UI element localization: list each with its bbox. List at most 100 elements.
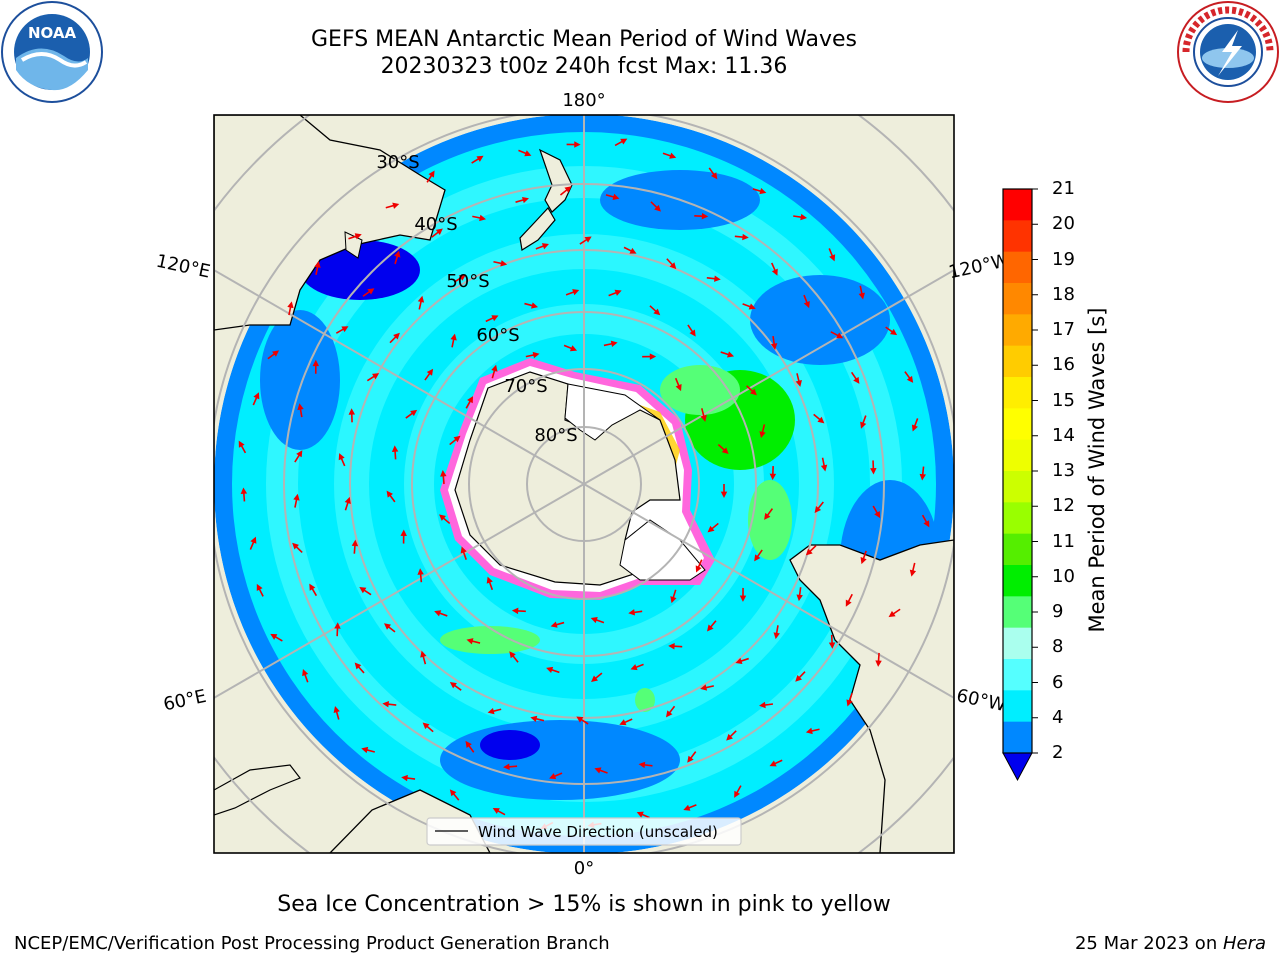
colorbar-band bbox=[1003, 596, 1032, 629]
wind-wave-arrow-head bbox=[250, 536, 257, 544]
colorbar-tick-label: 2 bbox=[1052, 742, 1064, 763]
new-zealand-land bbox=[538, 148, 573, 213]
wind-wave-arrow-head bbox=[909, 569, 917, 577]
credit-date: 25 Mar 2023 on bbox=[1074, 933, 1223, 954]
wind-wave-arrow-head bbox=[465, 740, 472, 748]
wind-wave-arrow-head bbox=[417, 568, 424, 575]
wind-wave-arrow-head bbox=[668, 642, 675, 650]
colorbar-band bbox=[1003, 189, 1032, 221]
colorbar-band bbox=[1003, 502, 1032, 535]
wind-wave-arrow-head bbox=[800, 213, 808, 221]
chart-subtitle: 20230323 t00z 240h fcst Max: 11.36 bbox=[380, 54, 788, 79]
wind-wave-arrow-head bbox=[707, 525, 715, 533]
wind-wave-arrow-head bbox=[435, 228, 443, 236]
wind-wave-arrow-head bbox=[549, 773, 557, 780]
colorbar bbox=[1002, 188, 1038, 782]
wind-wave-arrow-head bbox=[610, 340, 618, 348]
wind-wave-arrow-head bbox=[400, 529, 407, 536]
colorbar-band bbox=[1003, 627, 1032, 660]
colorbar-tick-label: 15 bbox=[1052, 389, 1075, 411]
wind-wave-arrow-head bbox=[272, 350, 280, 357]
wind-wave-arrow-head bbox=[874, 510, 881, 519]
colorbar-tick-label: 13 bbox=[1052, 460, 1075, 481]
wind-wave-arrow-head bbox=[386, 490, 393, 498]
wind-wave-arrow-head bbox=[574, 141, 581, 148]
wind-wave-arrow-head bbox=[759, 701, 766, 709]
colorbar-band bbox=[1003, 220, 1032, 253]
sea-ice-caption: Sea Ice Concentration > 15% is shown in … bbox=[277, 892, 891, 917]
lon-label-0: 0° bbox=[574, 858, 594, 879]
wind-wave-arrow-head bbox=[492, 808, 500, 814]
longitude-grid bbox=[214, 115, 954, 853]
wind-wave-arrow-head bbox=[550, 621, 558, 628]
wind-wave-arrow-head bbox=[670, 596, 677, 604]
credit-left: NCEP/EMC/Verification Post Processing Pr… bbox=[14, 933, 610, 954]
wind-wave-arrow-head bbox=[450, 333, 457, 341]
wind-wave-arrow-head bbox=[795, 674, 802, 682]
lat-label-70s: 70°S bbox=[504, 376, 547, 397]
colorbar-tick-label: 19 bbox=[1052, 248, 1075, 270]
wind-wave-arrow-head bbox=[795, 379, 802, 387]
wind-wave-arrow-head bbox=[393, 332, 400, 340]
colorbar-band bbox=[1003, 565, 1032, 597]
wind-wave-arrow-head bbox=[614, 289, 622, 296]
wind-wave-arrow-head bbox=[769, 760, 777, 767]
wind-wave-arrow-head bbox=[700, 684, 708, 691]
wind-wave-arrow-head bbox=[734, 790, 741, 798]
colorbar-tick-label: 21 bbox=[1052, 178, 1075, 199]
wind-wave-arrow-head bbox=[420, 650, 427, 658]
wind-wave-arrow-head bbox=[828, 642, 836, 649]
wind-wave-arrow-head bbox=[590, 616, 598, 624]
map-frame bbox=[213, 114, 955, 854]
wind-wave-arrow-head bbox=[541, 243, 549, 250]
wind-wave-arrow-head bbox=[836, 332, 844, 339]
wind-wave-arrow-head bbox=[524, 150, 532, 157]
colorbar-band bbox=[1003, 251, 1032, 284]
wind-wave-arrow-head bbox=[401, 774, 408, 782]
wind-wave-arrow-head bbox=[771, 268, 778, 276]
wind-wave-arrow-head bbox=[911, 424, 918, 432]
wind-wave-arrow-head bbox=[434, 610, 442, 617]
lon-label-180: 180° bbox=[562, 90, 605, 111]
colorbar-band bbox=[1003, 659, 1032, 691]
wind-wave-arrow-head bbox=[521, 196, 529, 204]
wind-wave-arrow-head bbox=[619, 719, 627, 726]
colorbar-band bbox=[1003, 283, 1032, 315]
wind-wave-arrow-head bbox=[759, 187, 767, 195]
wind-wave-arrow-head bbox=[256, 583, 263, 591]
wind-wave-arrow-head bbox=[287, 301, 294, 309]
wind-wave-arrow-head bbox=[453, 435, 461, 443]
wind-wave-arrow-head bbox=[620, 138, 628, 145]
wind-wave-arrow-head bbox=[309, 583, 316, 591]
lon-label-60e: 60°E bbox=[162, 686, 209, 716]
lat-label-40s: 40°S bbox=[414, 214, 457, 235]
wind-wave-arrow-head bbox=[392, 202, 400, 209]
colorbar-tick-label: 11 bbox=[1052, 530, 1075, 552]
wind-wave-arrow-head bbox=[503, 763, 510, 771]
wind-wave-arrow-head bbox=[817, 416, 825, 424]
wind-wave-arrow-head bbox=[706, 624, 714, 632]
wind-wave-arrow-head bbox=[636, 811, 644, 818]
wind-wave-arrow-head bbox=[367, 288, 375, 295]
wind-wave-arrow-head bbox=[296, 450, 303, 458]
wind-wave-arrow-head bbox=[726, 733, 733, 741]
wind-wave-arrow-head bbox=[476, 155, 484, 162]
wind-wave-arrow-head bbox=[803, 300, 810, 309]
wind-wave-arrow-head bbox=[689, 329, 696, 337]
wind-wave-arrow-head bbox=[351, 539, 359, 547]
wind-wave-arrow-head bbox=[354, 662, 362, 670]
lat-label-80s: 80°S bbox=[534, 425, 577, 446]
wind-wave-arrow-head bbox=[594, 767, 602, 774]
wind-wave-arrow-head bbox=[410, 409, 418, 417]
wind-wave-arrow-head bbox=[572, 289, 580, 296]
wind-wave-arrow-head bbox=[735, 657, 743, 665]
wind-wave-arrow-head bbox=[654, 204, 661, 212]
wind-wave-arrow-head bbox=[422, 722, 430, 730]
wind-wave-arrow-head bbox=[426, 368, 434, 376]
colorbar-band bbox=[1003, 439, 1032, 472]
colorbar-band bbox=[1003, 345, 1032, 378]
wind-wave-arrow-head bbox=[334, 622, 341, 629]
wind-wave-arrow-head bbox=[467, 396, 474, 404]
lon-label-120e: 120°E bbox=[154, 251, 212, 283]
wind-wave-arrow-head bbox=[860, 421, 867, 429]
